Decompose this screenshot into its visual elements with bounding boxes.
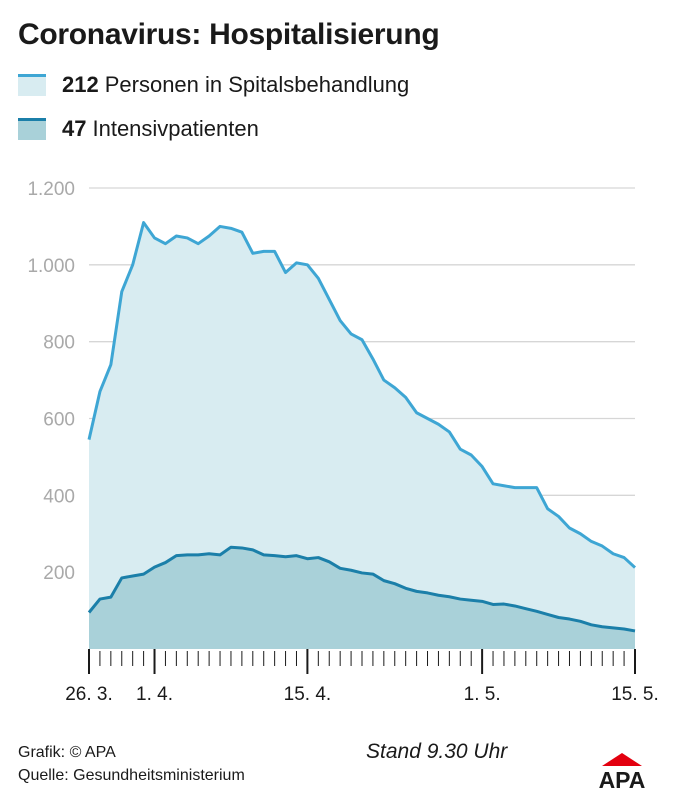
timestamp-text: Stand 9.30 Uhr [366, 740, 508, 763]
series-line-hospital [87, 221, 637, 569]
source-text: Quelle: Gesundheitsministerium [18, 767, 245, 784]
x-tick-label: 1. 5. [464, 684, 501, 705]
legend-item-hospital: 212 Personen in Spitalsbehandlung [18, 72, 409, 98]
legend-value-icu: 47 [62, 116, 87, 141]
x-tick-label: 26. 3. [65, 684, 113, 705]
logo-text: APA [599, 767, 646, 792]
y-tick-label: 600 [43, 410, 75, 431]
y-tick-label: 400 [43, 486, 75, 507]
logo-roof-shape [602, 753, 642, 766]
series-area-icu [89, 547, 635, 649]
apa-logo: APA [599, 753, 646, 792]
series-area-hospital [89, 222, 635, 649]
x-axis: 26. 3. 1. 4. 15. 4. 1. 5. 15. 5. [65, 649, 659, 705]
y-tick-label: 800 [43, 333, 75, 354]
x-tick-label: 15. 4. [284, 684, 332, 705]
chart-plot: 200 400 600 800 1.000 1.200 26. 3. 1. 4. 15. 4.… [27, 179, 659, 705]
legend-swatch-hospital [18, 74, 46, 96]
chart-title: Coronavirus: Hospitalisierung [18, 18, 440, 51]
x-tick-label: 1. 4. [136, 684, 173, 705]
legend-value-hospital: 212 [62, 72, 99, 97]
y-axis-ticks: 200 400 600 800 1.000 1.200 [27, 179, 75, 584]
y-tick-label: 200 [43, 563, 75, 584]
legend-label-hospital: Personen in Spitalsbehandlung [104, 72, 410, 97]
x-tick-label: 15. 5. [611, 684, 659, 705]
legend-label-icu: Intensivpatienten [92, 116, 259, 141]
y-tick-label: 1.000 [27, 256, 75, 277]
y-tick-label: 1.200 [27, 179, 75, 200]
legend-swatch-icu [18, 118, 46, 140]
series-line-icu [87, 545, 636, 633]
legend-item-icu: 47 Intensivpatienten [18, 116, 259, 142]
credit-text: Grafik: © APA [18, 744, 116, 761]
